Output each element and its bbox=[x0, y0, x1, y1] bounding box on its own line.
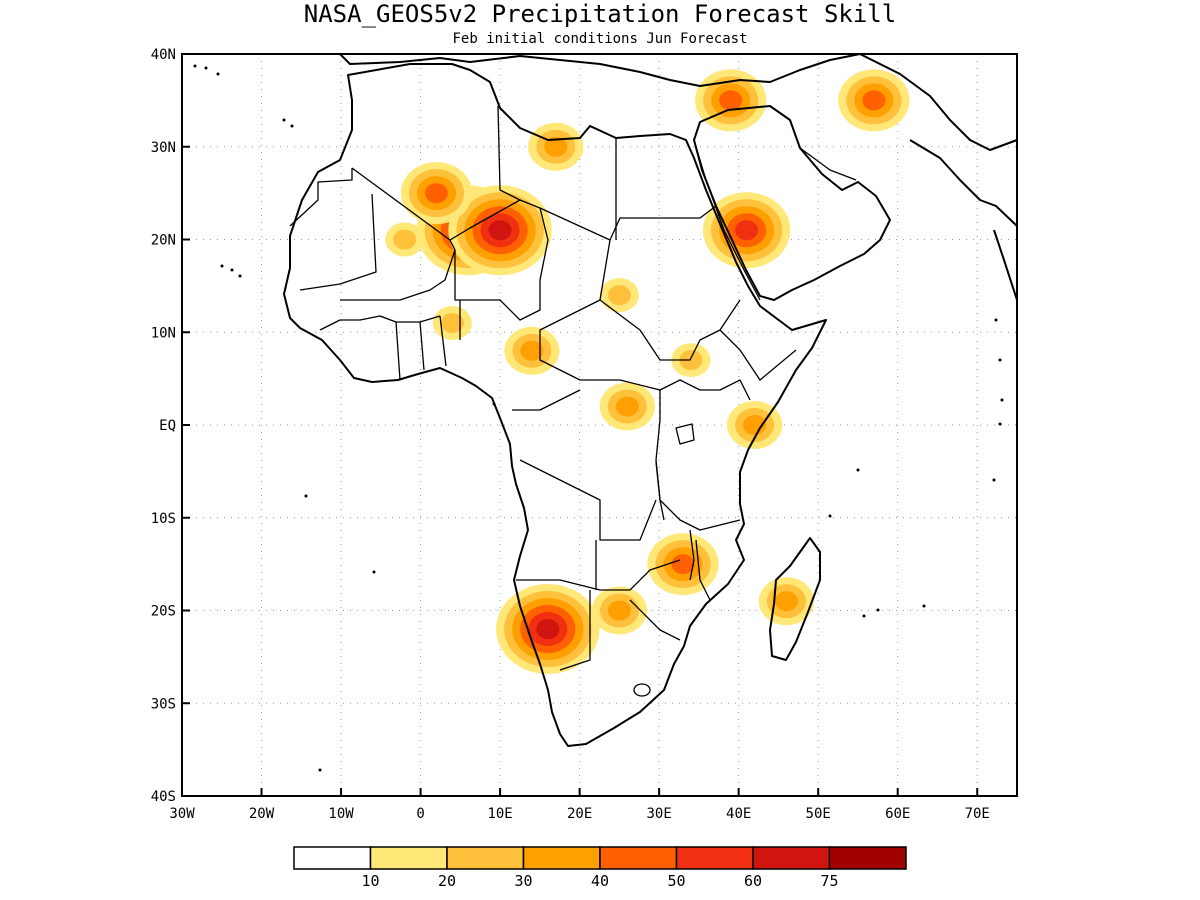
x-tick-label: 60E bbox=[885, 806, 910, 822]
legend-swatch bbox=[599, 846, 678, 870]
legend-swatch bbox=[675, 846, 754, 870]
legend-label: 50 bbox=[667, 872, 685, 890]
legend-swatch bbox=[522, 846, 601, 870]
islands bbox=[193, 64, 1004, 772]
madagascar-coastline bbox=[769, 537, 821, 661]
red-sea bbox=[693, 139, 761, 301]
skill-contour bbox=[607, 285, 631, 306]
x-tick-label: 70E bbox=[965, 806, 990, 822]
europe-coastline bbox=[339, 54, 861, 87]
y-tick-label: 30N bbox=[151, 140, 176, 156]
x-tick-label: 0 bbox=[416, 806, 424, 822]
y-tick-label: EQ bbox=[159, 418, 176, 434]
x-tick-label: 40E bbox=[726, 806, 751, 822]
y-tick-label: 40N bbox=[151, 47, 176, 63]
color-legend: 10 20 30 40 50 60 75 bbox=[293, 846, 907, 890]
y-tick-label: 20S bbox=[151, 604, 176, 620]
arabia-coastline bbox=[693, 105, 891, 301]
skill-contour bbox=[615, 396, 639, 417]
x-tick-label: 20W bbox=[249, 806, 275, 822]
country-borders bbox=[289, 105, 797, 697]
chart-title: NASA_GEOS5v2 Precipitation Forecast Skil… bbox=[304, 0, 896, 28]
skill-contour bbox=[719, 90, 743, 111]
legend-label: 75 bbox=[820, 872, 838, 890]
y-tick-label: 20N bbox=[151, 233, 176, 249]
legend-label: 20 bbox=[438, 872, 456, 890]
x-tick-label: 10W bbox=[328, 806, 354, 822]
persian-gulf bbox=[799, 147, 857, 181]
x-axis: 30W 20W 10W 0 10E 20E 30E 40E 50E 60E 70E bbox=[169, 788, 990, 822]
plot-frame bbox=[181, 53, 1018, 797]
asia-coastline bbox=[859, 54, 1017, 301]
skill-contour bbox=[671, 554, 695, 575]
legend-label: 60 bbox=[744, 872, 762, 890]
legend-label: 30 bbox=[514, 872, 532, 890]
skill-contour bbox=[440, 312, 464, 333]
x-tick-label: 30W bbox=[169, 806, 195, 822]
map-outlines bbox=[193, 54, 1017, 772]
lake-tanganyika bbox=[655, 461, 665, 521]
legend-label: 40 bbox=[591, 872, 609, 890]
legend-swatch bbox=[293, 846, 372, 870]
chart-subtitle: Feb initial conditions Jun Forecast bbox=[452, 31, 747, 47]
skill-contour bbox=[679, 350, 703, 371]
legend-label: 10 bbox=[361, 872, 379, 890]
africa-coastline bbox=[283, 63, 827, 747]
skill-contour bbox=[544, 136, 568, 157]
y-tick-label: 10N bbox=[151, 325, 176, 341]
skill-contour bbox=[393, 229, 417, 250]
skill-contour bbox=[774, 591, 798, 612]
skill-contour bbox=[743, 415, 767, 435]
legend-swatch bbox=[752, 846, 831, 870]
skill-contour bbox=[862, 90, 886, 111]
x-tick-label: 50E bbox=[806, 806, 831, 822]
skill-contour bbox=[536, 619, 560, 640]
legend-swatch bbox=[828, 846, 907, 870]
x-tick-label: 10E bbox=[487, 806, 512, 822]
y-tick-label: 40S bbox=[151, 789, 176, 805]
skill-contour bbox=[424, 183, 448, 204]
skill-contour bbox=[607, 600, 631, 621]
skill-contour bbox=[520, 340, 544, 361]
x-tick-label: 30E bbox=[646, 806, 671, 822]
y-tick-label: 10S bbox=[151, 511, 176, 527]
gridlines bbox=[182, 54, 1017, 796]
y-axis: 40N 30N 20N 10N EQ 10S 20S 30S 40S bbox=[151, 47, 190, 805]
y-tick-label: 30S bbox=[151, 696, 176, 712]
legend-swatch bbox=[446, 846, 525, 870]
skill-field bbox=[385, 69, 910, 675]
skill-contour bbox=[735, 220, 759, 241]
lake-victoria bbox=[675, 423, 695, 445]
lake-malawi bbox=[689, 529, 695, 581]
x-tick-label: 20E bbox=[567, 806, 592, 822]
skill-contour bbox=[488, 220, 512, 241]
legend-swatch bbox=[369, 846, 448, 870]
